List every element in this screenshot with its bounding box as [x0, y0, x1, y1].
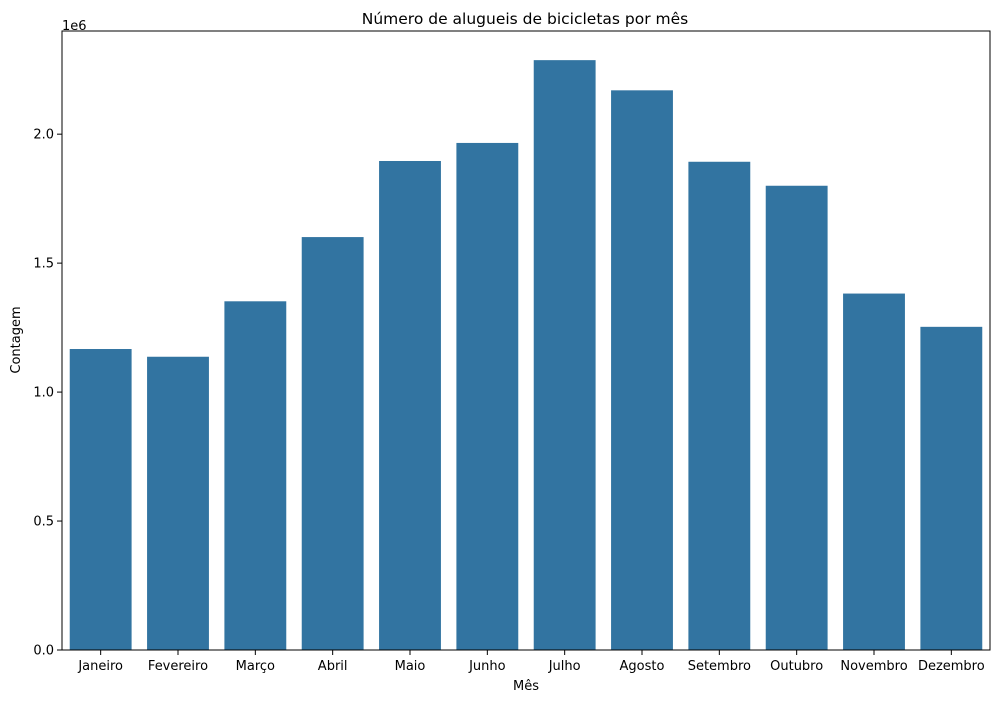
y-tick-label: 1.0	[33, 386, 54, 401]
x-tick-label: Dezembro	[918, 659, 985, 674]
x-tick-label: Novembro	[840, 659, 907, 674]
y-axis-label: Contagem	[9, 306, 24, 373]
bar-3	[224, 301, 287, 650]
x-tick-label: Agosto	[620, 659, 665, 674]
bar-8	[611, 90, 673, 651]
x-axis-label: Mês	[513, 679, 539, 694]
bar-4	[301, 237, 364, 650]
bars-group	[69, 60, 983, 651]
y-tick-label: 0.0	[33, 644, 54, 659]
y-offset-label: 1e6	[62, 19, 87, 34]
x-tick-label: Julho	[548, 659, 581, 674]
chart-title: Número de alugueis de bicicletas por mês	[362, 10, 688, 28]
x-tick-label: Janeiro	[77, 659, 123, 674]
x-tick-label: Maio	[395, 659, 426, 674]
x-tick-label: Outubro	[770, 659, 823, 674]
y-tick-label: 2.0	[33, 128, 54, 143]
x-tick-label: Março	[236, 659, 275, 674]
y-tick-label: 0.5	[33, 515, 54, 530]
x-tick-label: Fevereiro	[148, 659, 208, 674]
y-axis-ticks: 0.0 0.5 1.0 1.5 2.0	[33, 128, 62, 659]
bar-11	[843, 293, 905, 650]
bar-9	[688, 161, 751, 651]
bar-6	[456, 142, 519, 650]
bar-10	[765, 185, 828, 650]
x-tick-label: Setembro	[688, 659, 751, 674]
bar-1	[69, 349, 132, 650]
x-tick-label: Abril	[318, 659, 348, 674]
y-tick-label: 1.5	[33, 257, 54, 272]
bar-5	[379, 160, 441, 651]
plot-frame	[61, 30, 991, 651]
x-tick-label: Junho	[468, 659, 506, 674]
bar-12	[920, 326, 983, 650]
x-axis-ticks: Janeiro Fevereiro Março Abril Maio Junho Julho…	[77, 650, 985, 674]
bar-2	[147, 356, 209, 650]
bar-7	[533, 60, 596, 650]
